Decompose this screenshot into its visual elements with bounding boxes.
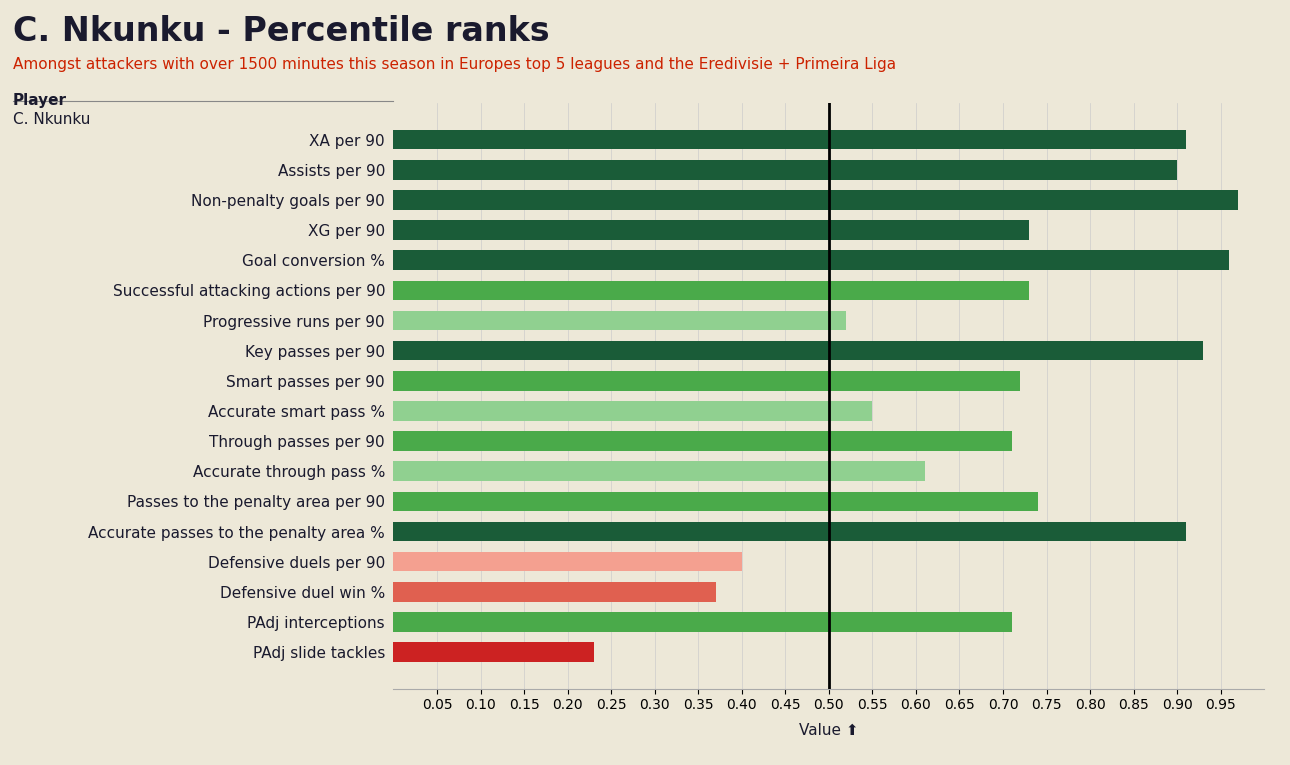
Text: C. Nkunku - Percentile ranks: C. Nkunku - Percentile ranks [13, 15, 550, 48]
Bar [393, 341, 1204, 360]
Bar [393, 220, 1029, 240]
Bar [393, 552, 742, 571]
Bar [393, 461, 925, 481]
Bar [393, 492, 1037, 511]
X-axis label: Value ⬆: Value ⬆ [799, 724, 859, 738]
Bar [393, 281, 1029, 300]
Bar [393, 311, 846, 330]
Bar [393, 401, 872, 421]
Bar [393, 582, 716, 601]
Bar [393, 612, 1011, 632]
Bar [393, 371, 1020, 391]
Bar [393, 130, 1186, 149]
Bar [393, 250, 1229, 270]
Text: C. Nkunku: C. Nkunku [13, 112, 90, 127]
Bar [393, 190, 1238, 210]
Bar [393, 431, 1011, 451]
Bar [393, 160, 1176, 180]
Bar [393, 643, 593, 662]
Bar [393, 522, 1186, 542]
Text: Amongst attackers with over 1500 minutes this season in Europes top 5 leagues an: Amongst attackers with over 1500 minutes… [13, 57, 897, 73]
Text: Player: Player [13, 93, 67, 109]
